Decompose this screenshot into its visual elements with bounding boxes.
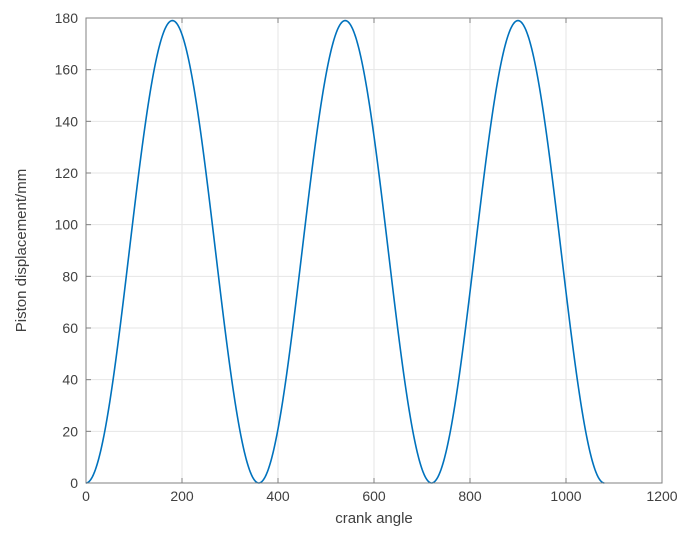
x-axis-label: crank angle: [335, 510, 413, 527]
ytick-label: 120: [55, 165, 79, 181]
xtick-label: 0: [82, 488, 90, 504]
ytick-label: 60: [62, 320, 78, 336]
ytick-label: 160: [55, 62, 79, 78]
xtick-label: 1000: [550, 488, 581, 504]
ytick-label: 0: [70, 475, 78, 491]
xtick-label: 200: [170, 488, 194, 504]
ytick-label: 80: [62, 268, 78, 284]
xtick-label: 600: [362, 488, 386, 504]
y-axis-label: Piston displacement/mm: [13, 169, 30, 332]
xtick-label: 800: [458, 488, 482, 504]
xtick-label: 1200: [646, 488, 677, 504]
chart-container: 0 200 400 600 800 1000 1200 0 20 40 60 80 100 120 140 1…: [0, 0, 685, 537]
ytick-label: 20: [62, 423, 78, 439]
ytick-label: 40: [62, 372, 78, 388]
xtick-label: 400: [266, 488, 290, 504]
ytick-label: 140: [55, 113, 79, 129]
line-chart: 0 200 400 600 800 1000 1200 0 20 40 60 80 100 120 140 1…: [0, 0, 685, 537]
ytick-label: 100: [55, 217, 79, 233]
ytick-label: 180: [55, 10, 79, 26]
